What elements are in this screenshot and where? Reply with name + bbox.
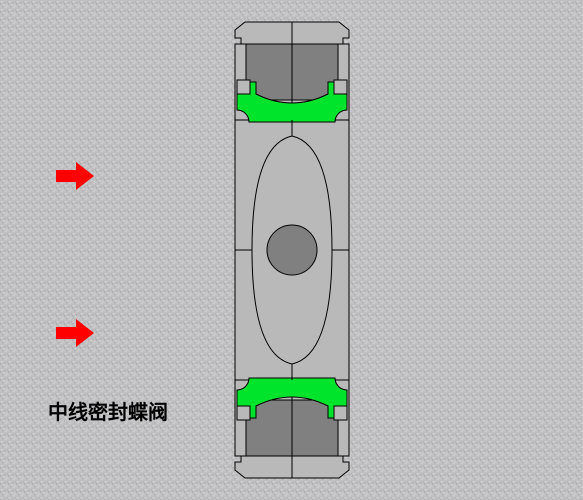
retainer-block (237, 406, 250, 420)
retainer-block (334, 406, 347, 420)
caption-label: 中线密封蝶阀 (48, 396, 168, 425)
valve (235, 22, 349, 478)
diagram-svg (0, 0, 583, 500)
retainer-block (237, 80, 250, 94)
diagram-root: 中线密封蝶阀 (0, 0, 583, 500)
shaft-circle (267, 225, 317, 275)
retainer-block (334, 80, 347, 94)
